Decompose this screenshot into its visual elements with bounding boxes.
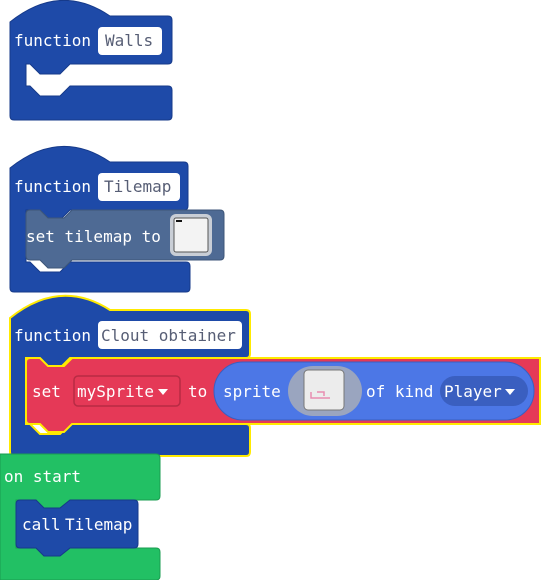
sprite-of-kind-reporter[interactable]: sprite of kind Player xyxy=(213,361,535,421)
sprite-preview-icon[interactable] xyxy=(288,366,362,416)
to-label: to xyxy=(188,382,207,401)
call-tilemap-statement[interactable]: call Tilemap xyxy=(15,499,139,557)
function-name-field[interactable] xyxy=(98,321,242,349)
dropdown-arrow-icon xyxy=(505,389,515,395)
function-clout-obtainer-block[interactable]: function Clout obtainer set mySprite to … xyxy=(9,294,541,457)
function-walls-block[interactable]: function Walls xyxy=(9,0,173,121)
set-variable-statement[interactable]: set mySprite to sprite of kind xyxy=(25,357,541,433)
function-keyword: function xyxy=(14,326,91,345)
function-name-text: Clout obtainer xyxy=(101,326,236,345)
dropdown-arrow-icon xyxy=(158,389,168,395)
function-keyword: function xyxy=(14,31,91,50)
function-name-text: Walls xyxy=(105,31,153,50)
call-label: call xyxy=(22,515,61,534)
set-label: set xyxy=(32,382,61,401)
function-walls-shape[interactable] xyxy=(9,0,173,121)
on-start-label: on start xyxy=(4,467,81,486)
function-keyword: function xyxy=(14,177,91,196)
call-function-name: Tilemap xyxy=(65,515,132,534)
function-name-field[interactable] xyxy=(98,173,180,201)
variable-dropdown[interactable]: mySprite xyxy=(73,375,181,407)
function-name-field[interactable] xyxy=(98,27,162,55)
function-name-text: Tilemap xyxy=(104,177,171,196)
call-tilemap-shape[interactable] xyxy=(15,499,139,557)
kind-name: Player xyxy=(444,382,502,401)
kind-dropdown[interactable]: Player xyxy=(440,376,528,406)
set-tilemap-statement[interactable]: set tilemap to xyxy=(25,209,225,269)
sprite-label: sprite xyxy=(223,382,281,401)
function-tilemap-block[interactable]: function Tilemap set tilemap to xyxy=(9,145,225,293)
set-tilemap-label: set tilemap to xyxy=(26,227,161,246)
variable-name: mySprite xyxy=(77,382,154,401)
tilemap-preview-icon[interactable] xyxy=(170,214,212,256)
of-kind-label: of kind xyxy=(366,382,433,401)
on-start-block[interactable]: on start call Tilemap xyxy=(0,453,161,580)
